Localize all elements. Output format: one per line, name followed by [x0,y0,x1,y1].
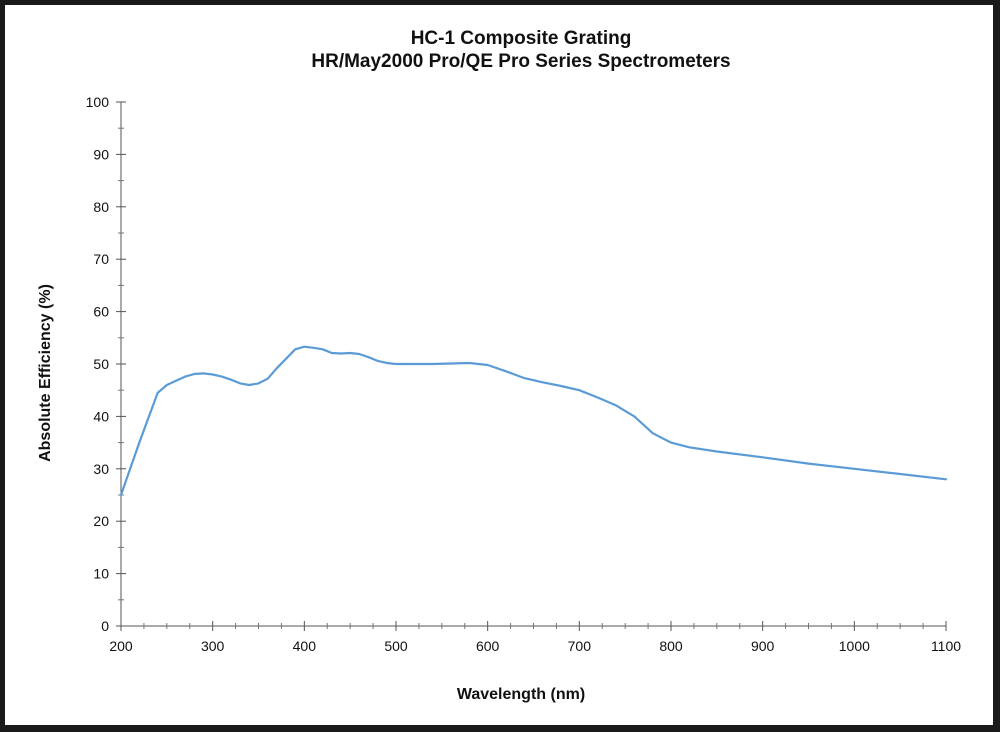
y-axis-title: Absolute Efficiency (%) [37,284,54,462]
chart-svg: HC-1 Composite Grating HR/May2000 Pro/QE… [37,28,962,703]
y-tick-label: 10 [93,566,109,582]
y-tick-label: 70 [93,251,109,267]
x-tick-label: 200 [109,638,133,654]
x-tick-label: 600 [476,638,500,654]
chart-title-line-2: HR/May2000 Pro/QE Pro Series Spectromete… [311,51,730,72]
axes-group [120,102,946,627]
x-tick-label: 700 [568,638,592,654]
chart-title-line-1: HC-1 Composite Grating [411,28,632,49]
y-tick-label: 30 [93,461,109,477]
y-tick-label: 20 [93,513,109,529]
x-tick-label: 1100 [931,638,961,654]
ticks-group: 0 10 20 30 40 50 60 70 80 90 100 200 300 400 500 600 700… [86,94,962,654]
x-tick-label: 400 [293,638,317,654]
efficiency-series-line [119,345,948,497]
y-tick-label: 50 [93,356,109,372]
y-tick-label: 90 [93,146,109,162]
x-axis-title: Wavelength (nm) [457,686,585,703]
x-tick-label: 500 [384,638,408,654]
x-tick-label: 900 [751,638,775,654]
x-tick-label: 800 [659,638,683,654]
x-tick-label: 300 [201,638,225,654]
x-tick-label: 1000 [839,638,870,654]
y-tick-label: 40 [93,408,109,424]
y-tick-label: 80 [93,199,109,215]
y-tick-label: 60 [93,304,109,320]
plot-group [119,345,948,497]
chart-frame: HC-1 Composite Grating HR/May2000 Pro/QE… [5,5,993,725]
y-tick-label: 100 [86,94,110,110]
y-tick-label: 0 [101,618,109,634]
